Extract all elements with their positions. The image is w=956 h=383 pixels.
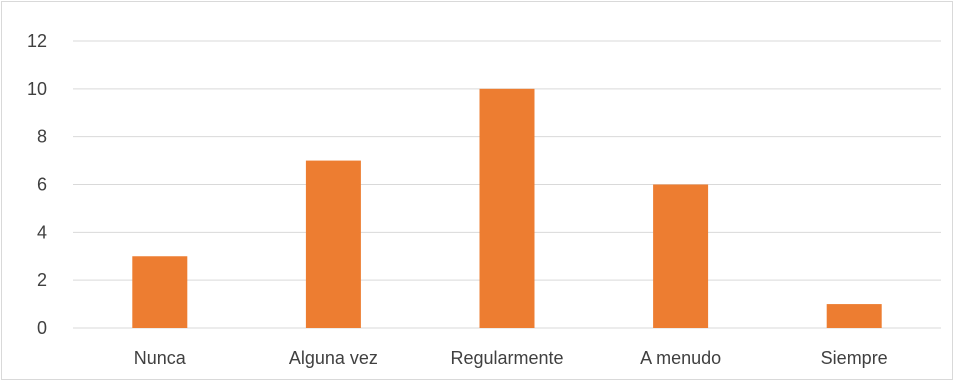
x-category-label: Nunca: [134, 348, 187, 368]
bar-siempre: [826, 304, 882, 328]
x-axis-category-labels: Nunca Alguna vez Regularmente A menudo Siemp…: [134, 348, 888, 368]
y-tick-label: 8: [37, 127, 47, 147]
y-tick-label: 2: [37, 270, 47, 290]
x-category-label: Regularmente: [450, 348, 563, 368]
bars: [132, 88, 882, 328]
y-tick-label: 4: [37, 222, 47, 242]
y-tick-label: 0: [37, 318, 47, 338]
x-category-label: Alguna vez: [289, 348, 378, 368]
bar-regularmente: [479, 88, 535, 328]
y-tick-label: 6: [37, 175, 47, 195]
y-axis-tick-labels: 0 2 4 6 8 10 12: [27, 31, 47, 338]
bar-a-menudo: [653, 184, 709, 328]
bar-nunca: [132, 256, 188, 328]
x-category-label: Siempre: [821, 348, 888, 368]
y-tick-label: 12: [27, 31, 47, 51]
bar-alguna-vez: [305, 160, 361, 328]
x-category-label: A menudo: [640, 348, 721, 368]
y-tick-label: 10: [27, 79, 47, 99]
